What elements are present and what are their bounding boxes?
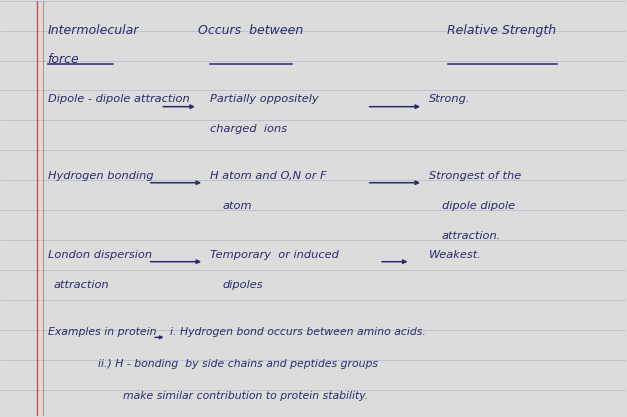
- Text: Intermolecular: Intermolecular: [48, 23, 139, 37]
- Text: Strongest of the: Strongest of the: [429, 171, 522, 181]
- Text: dipole dipole: dipole dipole: [442, 201, 515, 211]
- Text: Strong.: Strong.: [429, 94, 471, 104]
- Text: Examples in protein: Examples in protein: [48, 327, 156, 337]
- Text: dipoles: dipoles: [223, 280, 263, 290]
- Text: charged  ions: charged ions: [210, 124, 287, 134]
- Text: Relative Strength: Relative Strength: [446, 23, 556, 37]
- Text: Partially oppositely: Partially oppositely: [210, 94, 319, 104]
- Text: i. Hydrogen bond occurs between amino acids.: i. Hydrogen bond occurs between amino ac…: [170, 327, 426, 337]
- Text: Hydrogen bonding: Hydrogen bonding: [48, 171, 153, 181]
- Text: London dispersion: London dispersion: [48, 250, 152, 260]
- Text: make similar contribution to protein stability.: make similar contribution to protein sta…: [123, 391, 368, 401]
- Text: Dipole - dipole attraction: Dipole - dipole attraction: [48, 94, 189, 104]
- Text: attraction: attraction: [54, 280, 110, 290]
- Text: Occurs  between: Occurs between: [198, 23, 303, 37]
- Text: atom: atom: [223, 201, 253, 211]
- Text: Temporary  or induced: Temporary or induced: [210, 250, 339, 260]
- Text: force: force: [48, 53, 80, 65]
- Text: ii.) H - bonding  by side chains and peptides groups: ii.) H - bonding by side chains and pept…: [98, 359, 377, 369]
- Text: H atom and O,N or F: H atom and O,N or F: [210, 171, 327, 181]
- Text: attraction.: attraction.: [442, 231, 501, 241]
- Text: Weakest.: Weakest.: [429, 250, 482, 260]
